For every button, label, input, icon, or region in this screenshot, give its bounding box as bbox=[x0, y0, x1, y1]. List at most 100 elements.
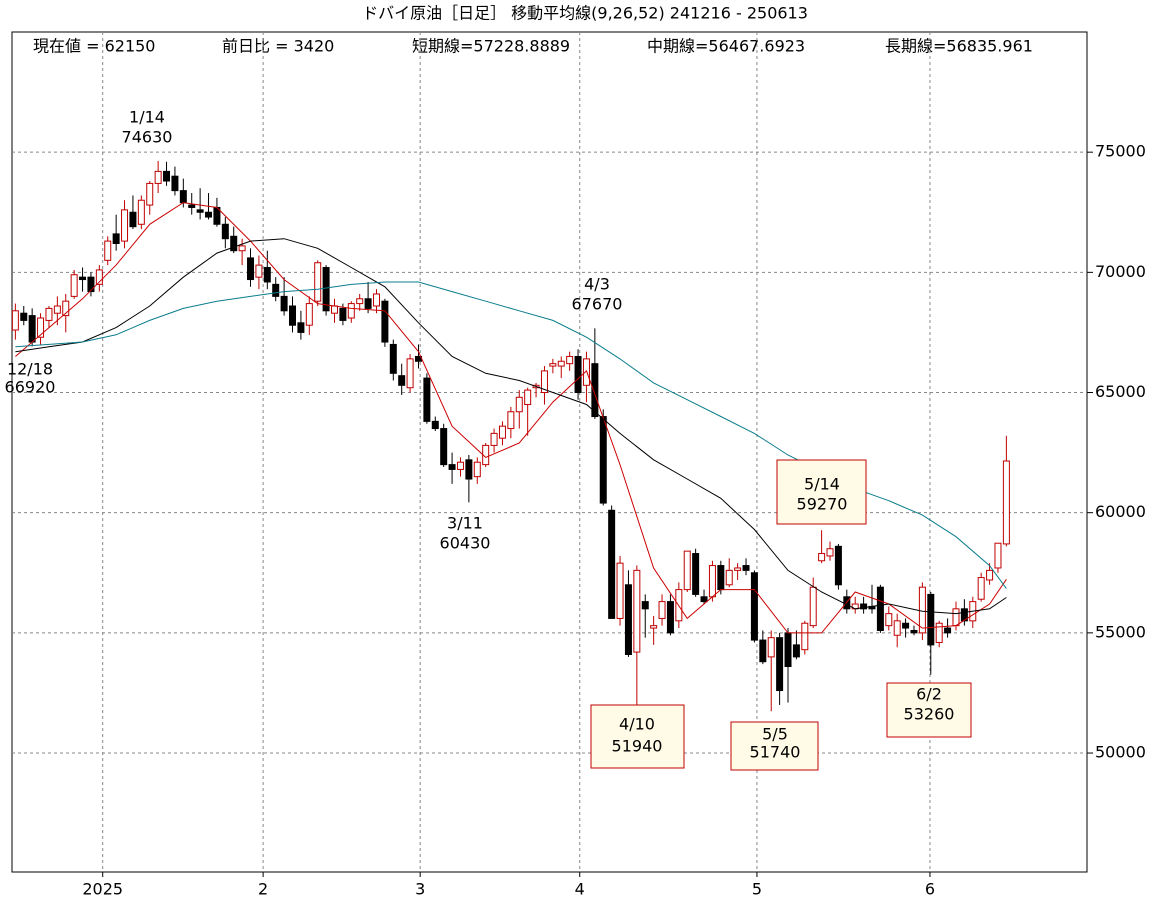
candle-body bbox=[314, 262, 322, 302]
candle-body bbox=[20, 312, 28, 321]
candle-body bbox=[465, 459, 473, 480]
candle-body bbox=[893, 620, 901, 636]
candle-body bbox=[305, 303, 313, 326]
annotation-date: 5/5 bbox=[762, 725, 788, 744]
candle-body bbox=[792, 644, 800, 658]
x-tick-label: 2025 bbox=[82, 880, 123, 899]
candle-body bbox=[154, 170, 162, 184]
y-tick-label: 50000 bbox=[1095, 743, 1146, 762]
chart-title: ドバイ原油［日足］ 移動平均線(9,26,52) 241216 - 250613 bbox=[362, 4, 808, 23]
candle-body bbox=[196, 209, 204, 213]
candle-body bbox=[104, 240, 112, 261]
annotation-price: 53260 bbox=[904, 705, 955, 724]
candle-body bbox=[11, 310, 19, 331]
candle-body bbox=[146, 182, 154, 206]
candle-body bbox=[540, 370, 548, 394]
candle-body bbox=[927, 593, 935, 646]
annotation-price: 51940 bbox=[612, 737, 663, 756]
candle-body bbox=[994, 542, 1002, 569]
annotation-date: 12/18 bbox=[7, 360, 53, 379]
candle-body bbox=[381, 300, 389, 343]
candle-body bbox=[666, 601, 674, 634]
y-tick-label: 75000 bbox=[1095, 142, 1146, 161]
candle-body bbox=[448, 464, 456, 470]
candle-body bbox=[297, 322, 305, 333]
candle-body bbox=[944, 627, 952, 634]
candle-body bbox=[129, 211, 137, 228]
candle-body bbox=[28, 315, 36, 343]
candle-body bbox=[834, 545, 842, 586]
annotation-box bbox=[886, 682, 972, 738]
candle-body bbox=[247, 257, 255, 281]
candle-body bbox=[935, 622, 943, 643]
candle-body bbox=[860, 603, 868, 610]
candle-body bbox=[331, 305, 338, 314]
header-value: 中期線=56467.6923 bbox=[647, 37, 805, 56]
annotation-price: 51740 bbox=[750, 743, 801, 762]
candle-body bbox=[977, 577, 985, 600]
candle-body bbox=[515, 396, 523, 413]
candle-body bbox=[79, 276, 87, 281]
candle-body bbox=[62, 300, 70, 317]
annotation-price: 67670 bbox=[572, 295, 623, 314]
candle-body bbox=[708, 565, 716, 598]
candle-body bbox=[45, 307, 53, 321]
candle-body bbox=[918, 586, 926, 634]
candle-body bbox=[280, 295, 288, 312]
x-tick-label: 4 bbox=[575, 880, 585, 899]
candle-body bbox=[809, 586, 817, 627]
candle-body bbox=[960, 608, 968, 622]
candle-body bbox=[339, 307, 347, 321]
annotation-box bbox=[730, 721, 819, 771]
candle-body bbox=[986, 569, 994, 581]
candle-body bbox=[272, 283, 280, 297]
candle-body bbox=[95, 269, 103, 285]
header-value: 前日比 = 3420 bbox=[222, 37, 334, 56]
candle-body bbox=[431, 420, 439, 430]
candle-body bbox=[389, 343, 397, 374]
candle-body bbox=[902, 622, 910, 629]
header-value: 長期線=56835.961 bbox=[885, 37, 1033, 56]
annotation-price: 59270 bbox=[797, 495, 848, 514]
candle-body bbox=[633, 569, 641, 653]
candle-body bbox=[742, 565, 750, 571]
annotation-box bbox=[776, 459, 867, 525]
y-tick-label: 65000 bbox=[1095, 382, 1146, 401]
candle-body bbox=[734, 567, 742, 571]
candle-body bbox=[364, 298, 372, 309]
candle-body bbox=[372, 293, 380, 307]
y-tick-label: 55000 bbox=[1095, 622, 1146, 641]
annotation-price: 74630 bbox=[122, 128, 173, 147]
candle-body bbox=[717, 565, 725, 591]
candle-body bbox=[759, 639, 767, 663]
annotation-date: 6/2 bbox=[916, 685, 942, 704]
annotation-price: 66920 bbox=[5, 378, 56, 397]
candle-body bbox=[398, 375, 406, 386]
candle-body bbox=[1002, 460, 1010, 545]
candle-body bbox=[524, 389, 532, 406]
candle-body bbox=[53, 305, 61, 314]
candle-body bbox=[137, 199, 145, 225]
candle-body bbox=[171, 175, 179, 192]
moving-average-line bbox=[15, 202, 1007, 634]
candle-body bbox=[456, 461, 464, 470]
candle-body bbox=[221, 223, 229, 240]
candle-body bbox=[347, 303, 355, 319]
candle-body bbox=[289, 305, 297, 326]
annotation-date: 4/3 bbox=[584, 275, 610, 294]
candle-body bbox=[37, 317, 45, 338]
candle-body bbox=[818, 553, 826, 562]
candle-body bbox=[263, 267, 271, 283]
header-value: 短期線=57228.8889 bbox=[412, 37, 570, 56]
candle-body bbox=[591, 363, 599, 418]
candle-body bbox=[490, 432, 498, 446]
candle-body bbox=[910, 629, 918, 634]
annotation-date: 5/14 bbox=[804, 475, 840, 494]
candle-body bbox=[423, 377, 431, 422]
annotation-price: 60430 bbox=[440, 534, 491, 553]
candle-body bbox=[163, 170, 171, 182]
candle-body bbox=[641, 601, 649, 610]
candle-body bbox=[776, 637, 784, 692]
candle-body bbox=[574, 355, 582, 394]
candle-body bbox=[826, 548, 834, 557]
